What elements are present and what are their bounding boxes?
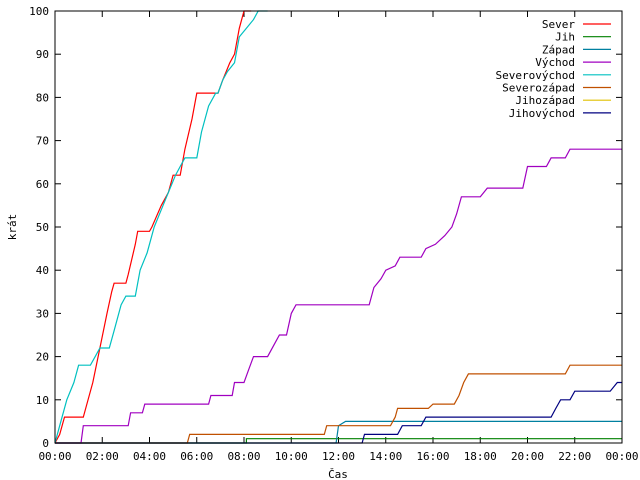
y-tick-label: 50 — [36, 221, 49, 234]
y-axis-label: krát — [6, 214, 19, 241]
legend-label: Jihovýchod — [509, 107, 575, 120]
legend-label: Jih — [555, 31, 575, 44]
x-tick-label: 12:00 — [322, 450, 355, 463]
plot-frame — [54, 10, 623, 444]
legend-label: Severovýchod — [496, 69, 575, 82]
legend: SeverJihZápadVýchodSeverovýchodSeverozáp… — [496, 18, 611, 120]
y-tick-label: 0 — [42, 437, 49, 450]
legend-label: Západ — [542, 43, 575, 56]
legend-label: Jihozápad — [515, 94, 575, 107]
x-tick-label: 08:00 — [227, 450, 260, 463]
y-tick-label: 100 — [29, 5, 49, 18]
x-tick-label: 16:00 — [416, 450, 449, 463]
y-tick-label: 10 — [36, 394, 49, 407]
legend-label: Sever — [542, 18, 575, 31]
series-line-sever — [54, 10, 252, 444]
x-tick-label: 10:00 — [275, 450, 308, 463]
x-tick-label: 20:00 — [511, 450, 544, 463]
x-tick-label: 00:00 — [38, 450, 71, 463]
y-tick-label: 80 — [36, 91, 49, 104]
x-tick-label: 22:00 — [558, 450, 591, 463]
y-tick-label: 90 — [36, 48, 49, 61]
y-tick-label: 70 — [36, 135, 49, 148]
y-tick-label: 40 — [36, 264, 49, 277]
series-line-severozapad — [55, 364, 622, 444]
x-tick-label: 02:00 — [86, 450, 119, 463]
x-axis-label: Čas — [328, 468, 348, 480]
series-line-vychod — [55, 148, 622, 444]
y-tick-label: 20 — [36, 351, 49, 364]
x-tick-label: 00:00 — [605, 450, 638, 463]
series-line-jihovychod — [55, 381, 622, 444]
x-tick-label: 04:00 — [133, 450, 166, 463]
legend-label: Východ — [535, 56, 575, 69]
axis-ticks: 0 10 20 30 40 50 60 70 80 90 100 00:00 02:00 04:00 06:… — [29, 5, 638, 463]
x-tick-label: 06:00 — [180, 450, 213, 463]
legend-label: Severozápad — [502, 82, 575, 95]
x-tick-label: 18:00 — [464, 450, 497, 463]
y-tick-label: 30 — [36, 307, 49, 320]
series-line-severovychod — [54, 10, 268, 444]
x-tick-label: 14:00 — [369, 450, 402, 463]
y-tick-label: 60 — [36, 178, 49, 191]
